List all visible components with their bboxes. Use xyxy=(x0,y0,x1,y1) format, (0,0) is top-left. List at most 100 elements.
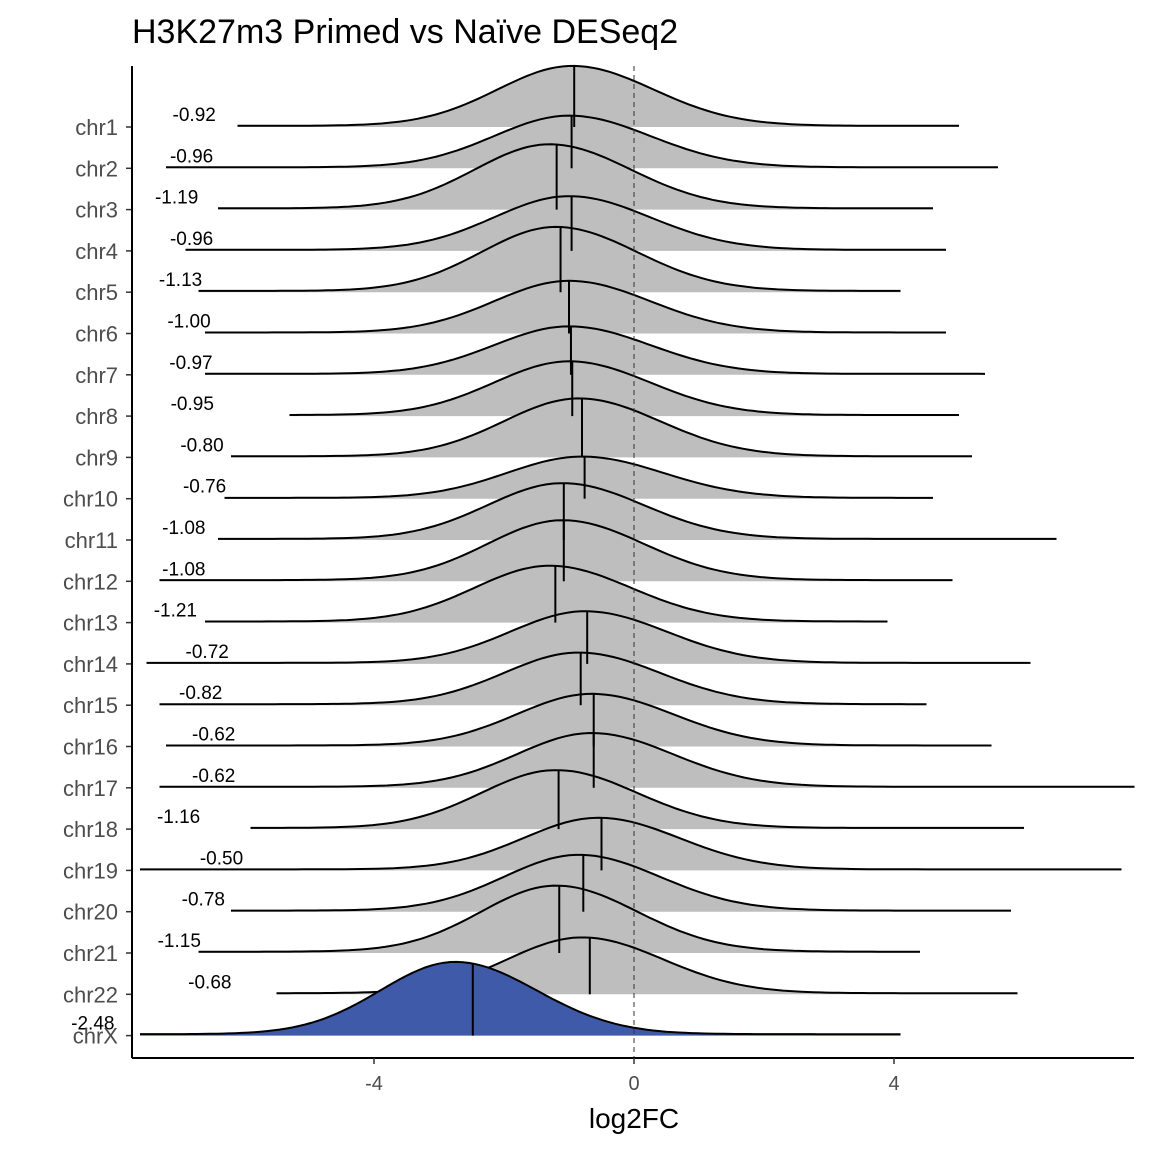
ridge-outline-chr17 xyxy=(159,731,1135,788)
ridge-chr2 xyxy=(166,114,998,169)
median-label-chr22: -0.68 xyxy=(188,972,231,993)
ridge-outline-chr6 xyxy=(205,279,946,334)
ridge-chr8 xyxy=(289,360,959,417)
median-label-chr13: -1.21 xyxy=(154,601,197,622)
ridge-outline-chr13 xyxy=(205,564,888,623)
ridge-outline-chr20 xyxy=(231,853,1011,912)
median-label-chrX: -2.48 xyxy=(71,1014,114,1035)
ridge-chrX xyxy=(140,960,901,1036)
y-tick-label-chr10: chr10 xyxy=(63,487,118,512)
ridge-area-chr5 xyxy=(198,226,901,293)
y-tick-label-chr9: chr9 xyxy=(75,445,118,470)
ridge-chr3 xyxy=(218,143,933,210)
y-tick-label-chr3: chr3 xyxy=(75,198,118,223)
ridge-outline-chr18 xyxy=(250,769,1024,829)
x-axis-label: log2FC xyxy=(589,1103,679,1134)
ridge-outline-chr15 xyxy=(159,651,927,706)
ridge-chr12 xyxy=(159,519,953,582)
ridge-chr4 xyxy=(185,195,946,251)
ridge-chr17 xyxy=(159,731,1135,788)
ridge-area-chr16 xyxy=(166,693,992,747)
y-tick-label-chr14: chr14 xyxy=(63,652,118,677)
ridge-area-chr1 xyxy=(237,65,959,127)
x-tick-label-0: 0 xyxy=(628,1073,639,1095)
ridge-area-chr4 xyxy=(185,196,946,251)
ridge-outline-chr10 xyxy=(224,455,933,499)
median-label-chr16: -0.62 xyxy=(192,725,235,746)
ridge-outline-chr19 xyxy=(140,816,1122,871)
median-label-chr6: -1.00 xyxy=(167,312,210,333)
median-label-chr9: -0.80 xyxy=(180,435,223,456)
ridge-outline-chr11 xyxy=(218,482,1057,540)
ridge-area-chr8 xyxy=(289,361,959,417)
ridge-outline-chr4 xyxy=(185,195,946,251)
ridge-outline-chr2 xyxy=(166,114,998,169)
ridge-chr6 xyxy=(205,279,946,334)
median-label-chr12: -1.08 xyxy=(162,559,205,580)
y-tick-label-chr8: chr8 xyxy=(75,404,118,429)
chart-title: H3K27m3 Primed vs Naïve DESeq2 xyxy=(132,13,678,51)
y-tick-label-chr21: chr21 xyxy=(63,941,118,966)
axes-group: chr1 chr2 chr3 chr4 chr5 chr6 chr7 chr8 chr9 chr1… xyxy=(63,66,1134,1095)
ridge-chr10 xyxy=(224,455,933,499)
y-tick-label-chr5: chr5 xyxy=(75,280,118,305)
y-tick-label-chr17: chr17 xyxy=(63,776,118,801)
ridge-outline-chr16 xyxy=(166,692,992,747)
ridge-chr18 xyxy=(250,769,1024,830)
ridge-area-chr13 xyxy=(205,565,888,623)
median-label-chr15: -0.82 xyxy=(179,683,222,704)
y-tick-label-chr20: chr20 xyxy=(63,900,118,925)
ridge-chr20 xyxy=(231,853,1011,912)
ridge-chr13 xyxy=(205,564,888,623)
ridge-area-chr3 xyxy=(218,144,933,210)
ridge-outline-chr14 xyxy=(146,610,1031,664)
ridge-outline-chr5 xyxy=(198,225,901,292)
y-tick-label-chr22: chr22 xyxy=(63,982,118,1007)
y-tick-label-chr6: chr6 xyxy=(75,322,118,347)
ridge-outline-chr1 xyxy=(237,64,959,127)
median-label-chr20: -0.78 xyxy=(182,890,225,911)
ridge-outline-chr12 xyxy=(159,519,953,582)
median-label-chr14: -0.72 xyxy=(186,642,229,663)
x-tick-label--4: -4 xyxy=(365,1073,383,1095)
ridge-outline-chrX xyxy=(140,960,901,1036)
x-tick-label-4: 4 xyxy=(888,1073,899,1095)
y-tick-label-chr12: chr12 xyxy=(63,569,118,594)
ridge-area-chr17 xyxy=(159,733,1135,788)
median-label-chr5: -1.13 xyxy=(159,270,202,291)
ridges-group xyxy=(140,64,1135,1036)
ridge-chr19 xyxy=(140,816,1122,871)
median-label-chr10: -0.76 xyxy=(183,477,226,498)
ridge-outline-chr9 xyxy=(231,397,972,458)
ridge-chr16 xyxy=(166,692,992,747)
y-tick-label-chr19: chr19 xyxy=(63,858,118,883)
ridge-chr1 xyxy=(237,64,959,127)
ridge-chr15 xyxy=(159,651,927,706)
ridge-area-chr15 xyxy=(159,652,927,706)
median-label-chr3: -1.19 xyxy=(155,188,198,209)
ridge-outline-chr8 xyxy=(289,360,959,416)
ridge-outline-chr3 xyxy=(218,143,933,210)
y-tick-label-chr2: chr2 xyxy=(75,156,118,181)
median-label-chr17: -0.62 xyxy=(192,766,235,787)
y-tick-label-chr1: chr1 xyxy=(75,115,118,140)
ridge-area-chr12 xyxy=(159,520,953,582)
ridge-area-chr18 xyxy=(250,770,1024,830)
ridge-area-chr19 xyxy=(140,817,1122,871)
y-tick-label-chr13: chr13 xyxy=(63,611,118,636)
y-tick-label-chr16: chr16 xyxy=(63,735,118,760)
median-label-chr7: -0.97 xyxy=(169,353,212,374)
ridge-chr7 xyxy=(205,325,986,375)
y-tick-label-chr11: chr11 xyxy=(65,528,118,553)
ridge-chr9 xyxy=(231,397,972,458)
y-tick-label-chr7: chr7 xyxy=(75,363,118,388)
median-label-chr8: -0.95 xyxy=(171,394,214,415)
ridge-area-chr14 xyxy=(146,611,1031,664)
median-label-chr11: -1.08 xyxy=(162,518,205,539)
ridge-outline-chr7 xyxy=(205,325,986,375)
y-tick-label-chr18: chr18 xyxy=(63,817,118,842)
ridge-area-chr6 xyxy=(205,280,946,334)
median-label-chr4: -0.96 xyxy=(170,229,213,250)
ridge-area-chr10 xyxy=(224,456,933,499)
